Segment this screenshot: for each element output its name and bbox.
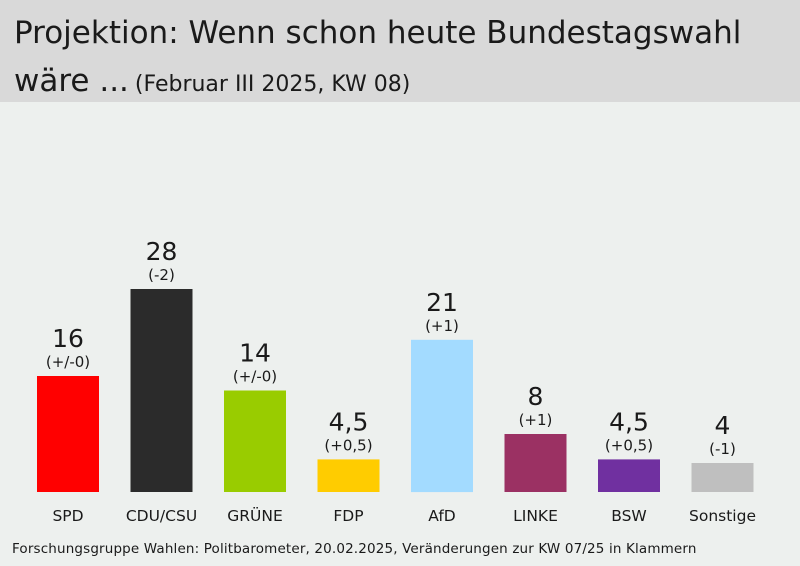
value-label: 14 [239, 339, 271, 368]
category-label: GRÜNE [227, 506, 283, 525]
value-label: 4,5 [609, 407, 649, 436]
bar [691, 463, 754, 492]
bar [411, 339, 473, 493]
change-label: (+0,5) [324, 436, 372, 454]
chart-title: Projektion: Wenn schon heute Bundestagsw… [14, 15, 742, 51]
category-label: FDP [333, 507, 363, 525]
bar [37, 376, 99, 492]
change-label: (+/-0) [233, 368, 277, 386]
category-label: SPD [52, 507, 83, 525]
change-label: (+1) [425, 317, 459, 335]
bar [598, 459, 660, 492]
bar [317, 459, 380, 492]
category-label: CDU/CSU [126, 507, 197, 525]
category-label: LINKE [513, 507, 558, 525]
value-label: 21 [426, 288, 458, 317]
chart-header: Projektion: Wenn schon heute Bundestagsw… [0, 0, 800, 102]
category-label: BSW [611, 507, 647, 525]
category-label: Sonstige [689, 507, 756, 525]
change-label: (+/-0) [46, 353, 90, 371]
value-label: 4,5 [329, 407, 369, 436]
chart-subtitle: (Februar III 2025, KW 08) [134, 72, 411, 97]
change-label: (-2) [148, 266, 175, 284]
bar [224, 390, 286, 492]
change-label: (+0,5) [605, 436, 653, 454]
chart-title-continuation: wäre ... [14, 63, 129, 99]
category-label: AfD [428, 507, 456, 525]
value-label: 16 [52, 324, 84, 353]
chart-title-line2: wäre ... (Februar III 2025, KW 08) [14, 66, 410, 97]
change-label: (+1) [519, 411, 553, 429]
bar [504, 434, 567, 492]
change-label: (-1) [709, 440, 736, 458]
bar [130, 289, 193, 492]
value-label: 4 [715, 411, 731, 440]
value-label: 28 [146, 237, 178, 266]
source-note: Forschungsgruppe Wahlen: Politbarometer,… [12, 541, 697, 557]
value-label: 8 [528, 382, 544, 411]
